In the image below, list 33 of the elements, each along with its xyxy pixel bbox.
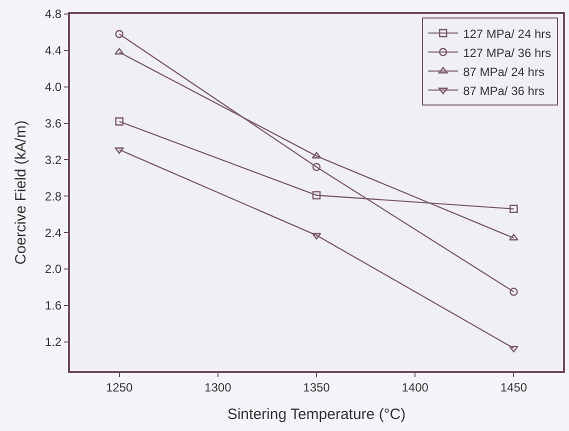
y-tick-label: 3.6: [44, 116, 62, 130]
y-tick-label: 2.0: [44, 262, 62, 276]
point: [115, 30, 124, 38]
x-tick-label: 1450: [500, 380, 528, 394]
y-tick-label: 2.8: [44, 189, 62, 204]
legend-label: 127 MPa/ 36 hrs: [463, 46, 552, 60]
y-tick-label: 4.4: [44, 44, 62, 58]
x-axis-title: Sintering Temperature (°C): [227, 406, 406, 423]
x-tick-label: 1350: [303, 380, 330, 394]
y-tick-label: 1.2: [44, 335, 62, 350]
y-tick-label: 4.8: [44, 7, 62, 22]
y-tick-label: 1.6: [44, 298, 62, 313]
point: [510, 288, 518, 296]
legend-label: 87 MPa/ 24 hrs: [463, 64, 544, 79]
legend-label: 87 MPa/ 36 hrs: [463, 84, 544, 98]
point: [114, 48, 124, 55]
point: [510, 204, 518, 214]
point: [115, 117, 124, 126]
point: [312, 152, 322, 158]
point: [509, 346, 518, 352]
x-tick-label: 1250: [106, 380, 133, 394]
y-tick-label: 3.2: [44, 152, 62, 167]
point: [509, 234, 518, 240]
legend-label: 127 MPa/ 24 hrs: [463, 26, 552, 41]
y-tick-label: 4.0: [44, 80, 62, 94]
x-tick-label: 1400: [402, 380, 429, 394]
point: [312, 191, 321, 200]
point: [114, 147, 124, 154]
y-axis-title: Coercive Field (kA/m): [12, 120, 30, 265]
y-tick-label: 2.4: [44, 226, 62, 240]
x-tick-label: 1300: [204, 380, 232, 394]
point: [312, 232, 322, 240]
point: [312, 162, 321, 172]
